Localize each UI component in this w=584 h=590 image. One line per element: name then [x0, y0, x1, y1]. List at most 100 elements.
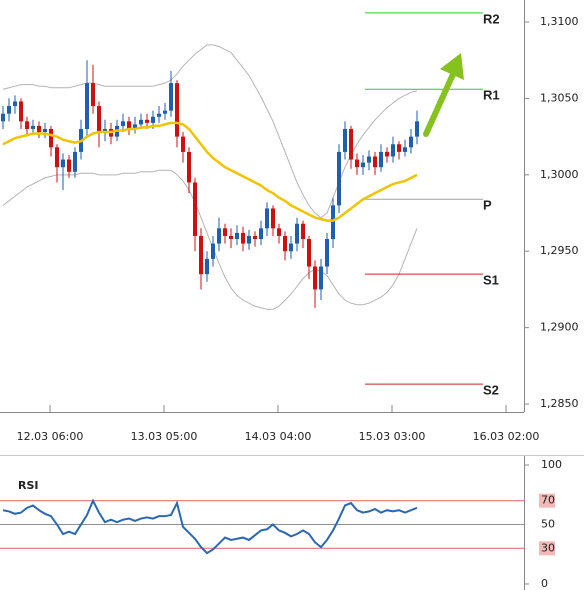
candle-body: [313, 266, 317, 290]
candle-body: [319, 266, 323, 290]
candle-body: [157, 113, 161, 117]
candle-body: [367, 156, 371, 163]
candle-body: [235, 232, 239, 240]
rsi-tick-label: 100: [541, 458, 562, 471]
candle-body: [289, 243, 293, 252]
candle-body: [193, 182, 197, 236]
candle-body: [283, 235, 287, 252]
candle-body: [409, 136, 413, 148]
candle-body: [91, 83, 95, 107]
candle-body: [55, 147, 59, 168]
candle-body: [211, 243, 215, 259]
rsi-level-box: [539, 493, 555, 508]
candle-body: [337, 151, 341, 206]
candle-body: [169, 83, 173, 111]
candle-body: [97, 106, 101, 133]
candle-body: [49, 128, 53, 148]
pivot-label: S2: [483, 383, 499, 398]
trend-arrow: [423, 53, 464, 137]
rsi-level-box: [539, 541, 555, 556]
y-tick-label: 1,2900: [540, 321, 579, 334]
candle-body: [133, 124, 137, 129]
candle-body: [121, 121, 125, 126]
candle-body: [343, 128, 347, 152]
candle-body: [253, 235, 257, 240]
candle-body: [145, 119, 149, 123]
candle-body: [163, 110, 167, 114]
candle-body: [31, 125, 35, 129]
candle-body: [1, 113, 5, 122]
candle-body: [307, 239, 311, 267]
candle-body: [205, 258, 209, 275]
candle-body: [397, 144, 401, 152]
candle-body: [19, 101, 23, 122]
y-tick-label: 1,3100: [540, 15, 579, 28]
candle-body: [61, 159, 65, 168]
candle-body: [67, 159, 71, 172]
candle-body: [247, 235, 251, 244]
pivot-label: S1: [483, 273, 499, 288]
candle-body: [391, 144, 395, 157]
y-tick-label: 1,3000: [540, 168, 579, 181]
rsi-level-label: 70: [541, 494, 555, 507]
candle-body: [217, 228, 221, 244]
candle-body: [229, 235, 233, 240]
candle-body: [7, 106, 11, 114]
candle-body: [199, 235, 203, 275]
candle-body: [379, 151, 383, 168]
candle-body: [13, 101, 17, 107]
candle-body: [37, 125, 41, 133]
candle-body: [187, 151, 191, 183]
candle-body: [271, 208, 275, 229]
candle-body: [373, 156, 377, 168]
candle-body: [349, 128, 353, 160]
candle-body: [85, 83, 89, 129]
x-tick-label: 15.03 03:00: [359, 430, 426, 443]
candle-body: [277, 228, 281, 236]
candle-body: [301, 223, 305, 240]
candle-body: [25, 121, 29, 129]
y-tick-label: 1,3050: [540, 91, 579, 104]
y-tick-label: 1,2950: [540, 244, 579, 257]
arrow-shaft: [423, 69, 457, 137]
candle-body: [43, 128, 47, 133]
pivot-label: R2: [483, 11, 500, 26]
pivot-label: P: [483, 198, 492, 213]
candle-body: [355, 159, 359, 168]
x-tick-label: 12.03 06:00: [17, 430, 84, 443]
rsi-title: RSI: [18, 479, 39, 492]
rsi-tick-label: 0: [541, 577, 548, 590]
candle-body: [331, 205, 335, 240]
x-tick-label: 13.03 05:00: [131, 430, 198, 443]
rsi-line: [2, 498, 418, 555]
bollinger-upper: [2, 44, 418, 219]
pivot-label: R1: [483, 88, 500, 103]
rsi-level-label: 30: [541, 541, 555, 554]
candle-body: [181, 136, 185, 152]
candle-body: [265, 208, 269, 229]
y-tick-label: 1,2850: [540, 397, 579, 410]
candle-body: [139, 119, 143, 125]
candle-body: [73, 151, 77, 172]
candle-body: [295, 223, 299, 244]
candle-body: [361, 162, 365, 168]
candle-body: [223, 228, 227, 236]
x-tick-label: 16.03 02:00: [473, 430, 540, 443]
bollinger-lower: [2, 169, 418, 310]
candle-body: [241, 232, 245, 244]
candle-body: [325, 239, 329, 267]
candle-body: [151, 116, 155, 123]
candle-body: [403, 147, 407, 152]
rsi-level-label: 50: [541, 518, 555, 531]
candle-body: [127, 121, 131, 129]
candle-body: [103, 128, 107, 133]
candle-body: [175, 83, 179, 137]
candle-body: [259, 228, 263, 240]
arrow-head: [440, 53, 464, 80]
x-tick-label: 14.03 04:00: [245, 430, 312, 443]
candle-body: [385, 151, 389, 157]
candle-body: [415, 121, 419, 137]
moving-average: [2, 121, 418, 222]
